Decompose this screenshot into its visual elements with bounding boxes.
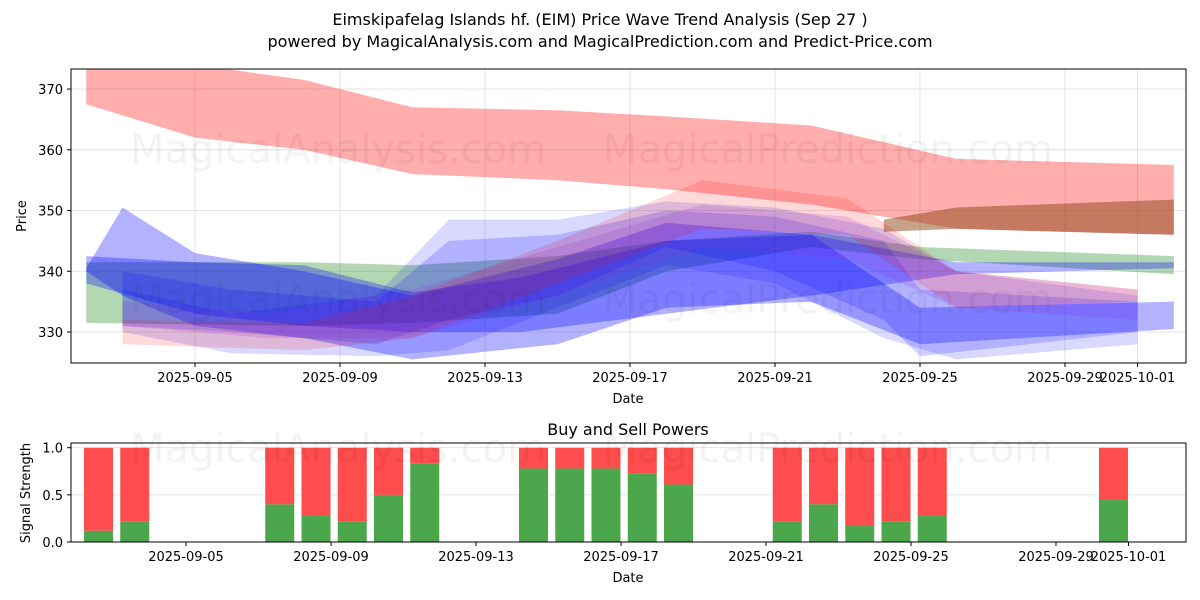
- price-watermarks: MagicalAnalysis.com MagicalPrediction.co…: [130, 127, 1053, 323]
- buy-power-bar: [410, 463, 440, 542]
- red-upper-band: [86, 69, 1174, 235]
- buy-power-bar: [1099, 499, 1128, 542]
- sell-power-bar: [374, 447, 403, 495]
- x-tick-label: 2025-09-21: [728, 550, 804, 565]
- signal-bars: [84, 447, 1128, 542]
- signal-y-axis: 0.0 0.5 1.0: [42, 442, 71, 551]
- buy-power-bar: [809, 504, 838, 542]
- signal-y-axis-label: Signal Strength: [19, 443, 34, 543]
- buy-power-bar: [337, 521, 367, 542]
- chart-subtitle: powered by MagicalAnalysis.com and Magic…: [267, 32, 933, 51]
- sell-power-bar: [845, 447, 875, 526]
- chart-title: Eimskipafelag Islands hf. (EIM) Price Wa…: [332, 10, 868, 29]
- buy-power-bar: [265, 504, 295, 542]
- sell-power-bar: [265, 447, 295, 505]
- buy-power-bar: [591, 468, 621, 542]
- x-tick-label: 2025-09-13: [438, 550, 514, 565]
- sell-power-bar: [519, 447, 548, 469]
- sell-power-bar: [555, 447, 585, 469]
- watermark-text: MagicalPrediction.com: [603, 426, 1053, 472]
- sell-power-bar: [591, 447, 621, 469]
- sell-power-bar: [120, 447, 150, 522]
- sell-power-bar: [664, 447, 693, 485]
- signal-chart-title: Buy and Sell Powers: [547, 420, 709, 439]
- signal-x-axis-label: Date: [612, 571, 643, 586]
- y-tick-label: 340: [38, 265, 63, 280]
- x-tick-label: 2025-09-25: [882, 371, 958, 386]
- buy-power-bar: [881, 521, 911, 542]
- buy-power-bar: [374, 494, 403, 542]
- x-tick-label: 2025-09-13: [447, 371, 523, 386]
- y-tick-label: 1.0: [42, 442, 63, 457]
- x-tick-label: 2025-10-01: [1100, 371, 1176, 386]
- sell-power-bar: [410, 447, 440, 464]
- buy-power-bar: [845, 525, 875, 542]
- pink-band-wave: [122, 180, 1138, 351]
- buy-power-bar: [917, 515, 947, 542]
- sell-power-bar: [809, 447, 838, 505]
- watermark-text: MagicalPrediction.com: [603, 127, 1053, 173]
- x-tick-label: 2025-09-17: [592, 371, 668, 386]
- brown-band: [883, 199, 1174, 235]
- sell-power-bar: [1099, 447, 1128, 500]
- watermark-text: MagicalAnalysis.com: [130, 426, 546, 472]
- y-tick-label: 0.5: [42, 489, 63, 504]
- price-x-axis-label: Date: [612, 392, 643, 407]
- watermark-text: MagicalPrediction.com: [603, 277, 1053, 323]
- watermark-text: MagicalAnalysis.com: [130, 277, 546, 323]
- x-tick-label: 2025-09-17: [583, 550, 659, 565]
- purple-band-wave: [122, 204, 1138, 339]
- buy-power-bar: [120, 521, 150, 542]
- price-bands: [86, 69, 1174, 360]
- price-y-axis-label: Price: [15, 200, 30, 232]
- x-tick-label: 2025-09-29: [1027, 371, 1103, 386]
- sell-power-bar: [772, 447, 802, 522]
- buy-power-bar: [772, 521, 802, 542]
- sell-power-bar: [917, 447, 947, 516]
- blue-band-wave-1: [86, 207, 1174, 360]
- y-tick-label: 370: [38, 83, 63, 98]
- buy-power-bar: [519, 468, 548, 542]
- buy-power-bar: [84, 530, 113, 542]
- y-tick-label: 360: [38, 144, 63, 159]
- sell-power-bar: [301, 447, 331, 516]
- watermark-text: MagicalAnalysis.com: [130, 127, 546, 173]
- buy-power-bar: [664, 484, 693, 542]
- x-tick-label: 2025-10-01: [1091, 550, 1167, 565]
- x-tick-label: 2025-09-25: [873, 550, 949, 565]
- sell-power-bar: [337, 447, 367, 522]
- sell-power-bar: [881, 447, 911, 522]
- signal-watermarks: MagicalAnalysis.com MagicalPrediction.co…: [130, 426, 1053, 472]
- y-tick-label: 350: [38, 205, 63, 220]
- signal-plot-frame: [70, 442, 1187, 543]
- price-x-axis: 2025-09-05 2025-09-09 2025-09-13 2025-09-17…: [157, 363, 1175, 386]
- y-tick-label: 330: [38, 326, 63, 341]
- blue-band-wave-3: [122, 201, 1138, 360]
- y-tick-label: 0.0: [42, 536, 63, 551]
- price-plot-frame: [70, 68, 1187, 364]
- blue-band-main: [86, 234, 1174, 332]
- signal-x-axis: 2025-09-05 2025-09-09 2025-09-13 2025-09-17…: [148, 542, 1166, 565]
- buy-power-bar: [301, 515, 331, 542]
- green-band: [86, 231, 1174, 326]
- price-y-axis: 330 340 350 360 370: [38, 83, 71, 341]
- x-tick-label: 2025-09-05: [157, 371, 233, 386]
- x-tick-label: 2025-09-21: [737, 371, 813, 386]
- buy-power-bar: [555, 468, 585, 542]
- buy-power-bar: [627, 473, 657, 542]
- x-tick-label: 2025-09-05: [148, 550, 224, 565]
- sell-power-bar: [627, 447, 657, 474]
- x-tick-label: 2025-09-09: [302, 371, 378, 386]
- x-tick-label: 2025-09-09: [293, 550, 369, 565]
- blue-band-wave-2: [122, 210, 1138, 357]
- x-tick-label: 2025-09-29: [1018, 550, 1094, 565]
- sell-power-bar: [84, 447, 113, 531]
